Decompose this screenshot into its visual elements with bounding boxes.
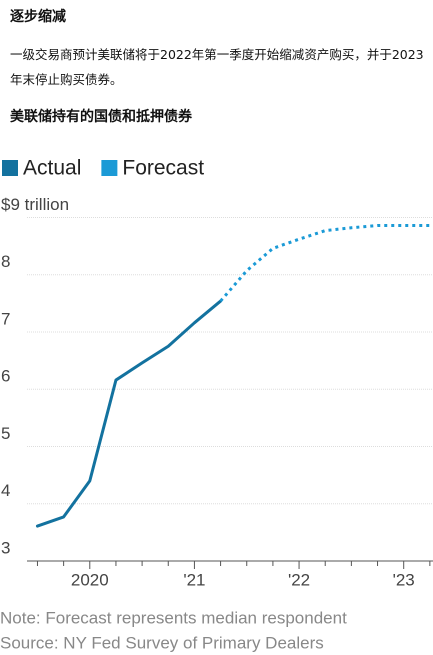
y-tick-label: $9 trillion (1, 195, 69, 214)
line (219, 223, 430, 303)
y-tick-label: 6 (1, 367, 10, 386)
legend-label: Forecast (122, 157, 204, 180)
x-tick-label: '23 (393, 570, 415, 589)
note: Note: Forecast represents median respond… (0, 608, 347, 627)
y-tick-label: 3 (1, 538, 10, 557)
x-tick-label: 2020 (71, 570, 109, 589)
legend-label: Actual (23, 157, 81, 180)
y-tick-label: 7 (1, 309, 10, 328)
chart-title: 美联储持有的国债和抵押债券 (10, 109, 192, 125)
note: Source: NY Fed Survey of Primary Dealers (0, 633, 324, 652)
x-tick-label: '22 (288, 570, 310, 589)
legend-swatch (2, 160, 18, 176)
y-tick-label: 8 (1, 252, 10, 271)
y-tick-label: 4 (1, 481, 10, 500)
header-title: 逐步缩减 (10, 9, 66, 25)
legend-swatch (101, 160, 118, 176)
y-tick-label: 5 (1, 424, 10, 443)
line (35, 299, 223, 528)
subtitle: 一级交易商预计美联储将于2022年第一季度开始缩减资产购买，并于2023年末停止… (10, 47, 424, 87)
x-tick-label: '21 (183, 570, 205, 589)
